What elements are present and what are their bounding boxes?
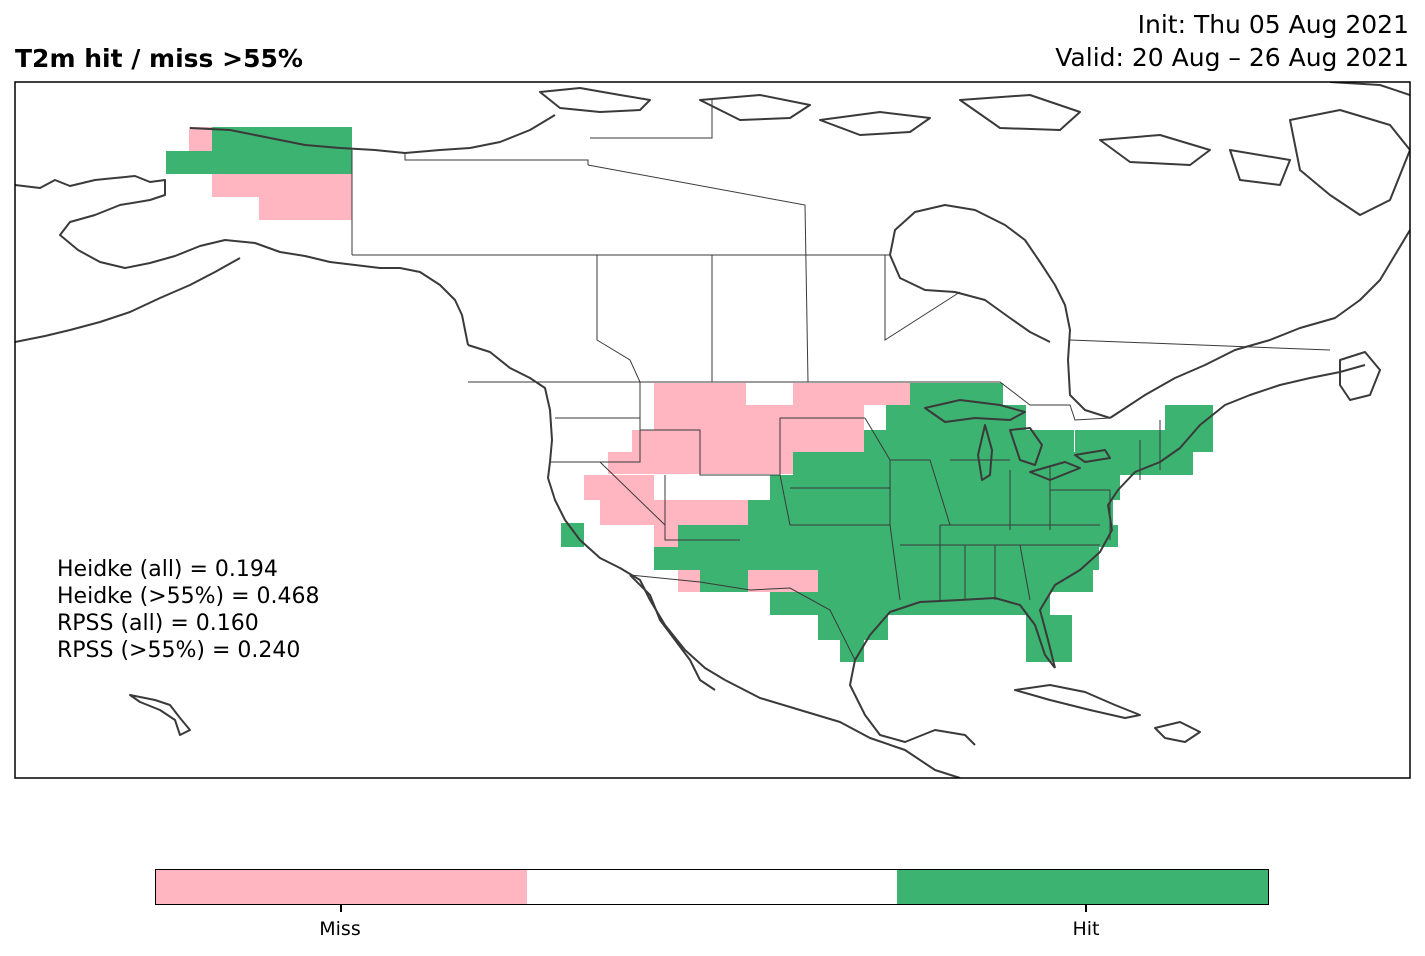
hit-cell bbox=[1026, 640, 1072, 662]
heidke-all: Heidke (all) = 0.194 bbox=[57, 557, 278, 582]
miss-cell bbox=[654, 383, 724, 405]
hit-cell bbox=[166, 151, 352, 174]
arctic-island-2 bbox=[699, 94, 811, 121]
miss-cell bbox=[793, 383, 910, 405]
colorbar-label-hit: Hit bbox=[1072, 918, 1100, 940]
miss-cell bbox=[584, 475, 654, 500]
state-lines-west bbox=[550, 382, 865, 541]
hit-cell bbox=[654, 547, 1099, 570]
pacific-coast bbox=[467, 344, 726, 681]
miss-cell bbox=[654, 525, 679, 547]
hit-cell bbox=[700, 570, 748, 592]
arctic-island-6 bbox=[1229, 149, 1291, 186]
map-title: T2m hit / miss >55% bbox=[15, 44, 303, 73]
valid-period: Valid: 20 Aug – 26 Aug 2021 bbox=[1055, 43, 1409, 72]
arctic-island-5 bbox=[1099, 134, 1211, 166]
colorbar-tick-hit bbox=[1085, 905, 1087, 912]
heidke-55: Heidke (>55%) = 0.468 bbox=[57, 584, 320, 609]
hit-cell bbox=[748, 500, 1113, 525]
us-mexico-border bbox=[629, 574, 856, 661]
init-date: Init: Thu 05 Aug 2021 bbox=[1137, 10, 1409, 39]
hit-cell bbox=[770, 592, 1050, 615]
miss-cell bbox=[600, 500, 770, 525]
rpss-all: RPSS (all) = 0.160 bbox=[57, 611, 259, 636]
texas-gulf-coast bbox=[854, 597, 1056, 669]
miss-cell bbox=[632, 430, 864, 452]
labrador-coast bbox=[1109, 229, 1410, 419]
lake-michigan bbox=[977, 424, 993, 481]
alaska-peninsula bbox=[15, 257, 241, 343]
hit-cell bbox=[1026, 615, 1072, 640]
province-line-6 bbox=[884, 255, 961, 341]
hawaii bbox=[129, 694, 191, 736]
arctic-island-1 bbox=[539, 87, 651, 113]
greenland bbox=[1329, 82, 1410, 96]
borders bbox=[351, 100, 1331, 661]
lake-ontario bbox=[1074, 449, 1111, 463]
coastlines bbox=[15, 82, 1410, 778]
alaska-coast bbox=[15, 175, 469, 346]
hit-miss-grid bbox=[166, 127, 1213, 662]
colorbar-neutral bbox=[526, 870, 898, 904]
cuba bbox=[1014, 684, 1141, 719]
map-frame bbox=[14, 81, 1411, 779]
hit-cell bbox=[1165, 405, 1213, 452]
province-line-7 bbox=[1069, 339, 1331, 351]
state-lines-central bbox=[779, 417, 1051, 601]
arctic-island-3 bbox=[819, 111, 931, 136]
arctic-island-4 bbox=[959, 94, 1081, 131]
colorbar-label-miss: Miss bbox=[319, 918, 361, 940]
hispaniola bbox=[1154, 721, 1201, 743]
baja bbox=[629, 574, 716, 691]
hit-cell bbox=[818, 570, 1093, 592]
province-line-8 bbox=[590, 100, 713, 139]
miss-cell bbox=[724, 383, 746, 405]
miss-cell bbox=[259, 197, 352, 220]
miss-cell bbox=[212, 174, 352, 197]
colorbar-miss bbox=[156, 870, 527, 904]
hit-cell bbox=[864, 430, 1074, 452]
miss-cell bbox=[189, 127, 212, 151]
hit-cell bbox=[910, 383, 1003, 405]
colorbar-tick-miss bbox=[340, 905, 342, 912]
lake-superior bbox=[924, 399, 1026, 423]
hit-cell bbox=[1075, 430, 1170, 452]
hudson-bay bbox=[889, 204, 1111, 419]
province-line-3 bbox=[587, 164, 809, 383]
james-bay bbox=[889, 254, 1051, 343]
miss-cell bbox=[748, 570, 818, 592]
baffin-island bbox=[1289, 109, 1410, 216]
state-lines-east bbox=[900, 420, 1161, 546]
colorbar bbox=[155, 869, 1269, 905]
hit-cell bbox=[561, 523, 584, 547]
hit-cell bbox=[886, 405, 1026, 430]
forecast-map bbox=[14, 81, 1411, 779]
arctic-coast bbox=[189, 114, 556, 154]
atlantic-coast bbox=[1039, 364, 1366, 669]
rpss-55: RPSS (>55%) = 0.240 bbox=[57, 638, 301, 663]
hit-cell bbox=[678, 525, 1118, 547]
lake-erie bbox=[1029, 461, 1081, 481]
skill-scores: Heidke (all) = 0.194 Heidke (>55%) = 0.4… bbox=[57, 556, 320, 664]
mexico-coast bbox=[724, 679, 961, 778]
lake-huron bbox=[1009, 427, 1043, 466]
newfoundland bbox=[1339, 351, 1381, 401]
colorbar-hit bbox=[897, 870, 1269, 904]
gulf-coast bbox=[849, 659, 976, 746]
province-line-2 bbox=[404, 153, 589, 165]
canada-us-border bbox=[468, 381, 1111, 421]
province-line-4 bbox=[596, 255, 641, 383]
hit-cell bbox=[793, 452, 1193, 475]
